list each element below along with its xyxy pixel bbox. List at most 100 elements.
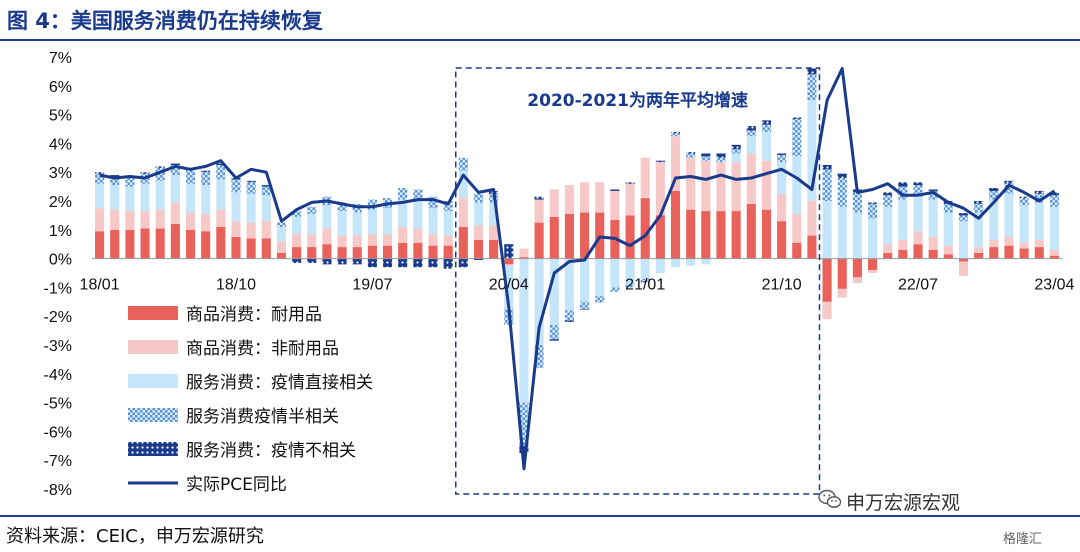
bar-durable [307, 247, 317, 259]
bar-nondurable [610, 190, 620, 220]
y-tick-label: 0% [49, 252, 72, 269]
bar-svc_none [731, 144, 741, 150]
bar-durable [564, 213, 574, 259]
annotation-box [455, 67, 821, 495]
bar-durable [398, 242, 408, 259]
bar-durable [625, 215, 635, 259]
bar-svc_semi [413, 189, 423, 201]
y-tick-label: -4% [44, 367, 72, 384]
legend-label-pce: 实际PCE同比 [186, 475, 287, 495]
bar-durable [731, 211, 741, 259]
bar-svc_direct [519, 258, 529, 403]
bar-svc_direct [185, 183, 196, 213]
legend: 商品消费：耐用品商品消费：非耐用品服务消费：疫情直接相关服务消费疫情半相关服务消… [128, 305, 373, 495]
bar-nondurable [276, 241, 286, 253]
bar-svc_semi [761, 124, 771, 132]
bar-svc_semi [276, 222, 286, 227]
bar-svc_direct [352, 212, 362, 236]
bar-svc_semi [185, 169, 196, 184]
bar-svc_direct [913, 196, 923, 232]
bar-svc_none [701, 153, 711, 157]
bar-svc_semi [216, 165, 226, 180]
bar-nondurable [670, 136, 681, 191]
bar-svc_direct [458, 170, 468, 199]
annotation-text: 2020-2021为两年平均增速 [527, 90, 748, 111]
x-tick-label: 23/04 [1034, 277, 1074, 294]
bar-nondurable [640, 157, 650, 199]
legend-label-svc_semi: 服务消费疫情半相关 [186, 407, 339, 427]
legend-swatch-svc_none [128, 442, 178, 456]
bar-durable [777, 221, 787, 259]
bar-svc_direct [640, 258, 650, 279]
bar-nondurable [943, 245, 953, 255]
bar-svc_none [868, 202, 878, 204]
bar-durable [534, 222, 544, 259]
bar-svc_direct [367, 209, 377, 235]
bar-svc_direct [792, 156, 802, 214]
bar-svc_semi [95, 173, 105, 184]
bar-svc_none [261, 185, 271, 187]
bar-durable [185, 229, 196, 259]
bar-nondurable [761, 160, 771, 210]
bar-svc_semi [201, 172, 211, 186]
bar-svc_semi [458, 157, 468, 171]
bar-svc_none [246, 180, 256, 183]
bar-durable [746, 203, 756, 259]
bar-nondurable [428, 234, 438, 246]
bar-nondurable [989, 239, 999, 248]
bar-svc_direct [473, 202, 484, 226]
bar-svc_direct [625, 258, 635, 285]
title-divider [0, 39, 1080, 41]
bar-nondurable [549, 189, 559, 217]
bar-svc_none [1019, 196, 1029, 199]
bar-svc_semi [564, 310, 574, 321]
bar-svc_direct [276, 226, 286, 242]
bar-svc_direct [534, 258, 544, 345]
bar-nondurable [292, 234, 302, 248]
bar-svc_direct [1019, 205, 1029, 243]
bar-svc_direct [383, 208, 393, 235]
bar-svc_none [170, 163, 180, 165]
bar-svc_semi [837, 177, 847, 207]
bar-svc_semi [246, 182, 256, 194]
bar-svc_none [352, 258, 362, 265]
bar-svc_semi [958, 215, 969, 222]
bar-nondurable [792, 213, 802, 243]
bar-nondurable [1019, 242, 1029, 249]
bar-durable [352, 247, 362, 259]
bar-nondurable [246, 222, 256, 239]
x-tick-label: 18/10 [216, 277, 256, 294]
bar-durable [489, 239, 499, 259]
bar-svc_none [216, 163, 226, 165]
bar-durable [261, 238, 271, 259]
bar-durable [1049, 255, 1059, 259]
bar-svc_semi [443, 201, 453, 212]
bar-nondurable [216, 209, 226, 227]
bar-svc_direct [337, 211, 347, 236]
bar-svc_semi [807, 74, 817, 101]
x-tick-label: 20/04 [489, 277, 529, 294]
bar-svc_semi [852, 192, 862, 213]
bar-durable [716, 211, 726, 259]
bar-svc_semi [928, 190, 938, 200]
bar-nondurable [322, 228, 332, 245]
bar-nondurable [1049, 249, 1059, 256]
bar-svc_direct [686, 258, 696, 266]
bar-svc_direct [170, 175, 180, 203]
bar-svc_none [383, 258, 393, 268]
bar-durable [458, 226, 468, 259]
bar-durable [246, 238, 256, 259]
x-tick-label: 19/07 [352, 277, 392, 294]
bar-svc_direct [974, 212, 984, 248]
bar-svc_none [974, 201, 984, 204]
bar-svc_none [989, 188, 999, 191]
bar-nondurable [443, 235, 453, 246]
bar-nondurable [595, 182, 605, 213]
bar-svc_direct [670, 258, 681, 268]
bar-svc_direct [125, 186, 135, 212]
bar-svc_direct [883, 206, 893, 245]
bar-svc_direct [504, 265, 514, 309]
bar-durable [958, 258, 969, 262]
bar-durable [701, 211, 711, 259]
bar-nondurable [868, 270, 878, 273]
